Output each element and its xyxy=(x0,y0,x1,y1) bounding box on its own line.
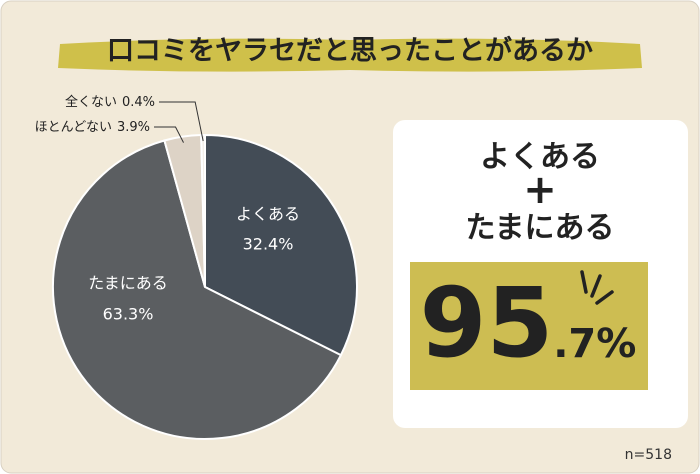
slice-label: たまにある xyxy=(88,274,168,293)
slice-value: 32.4% xyxy=(243,235,294,254)
pie-slice xyxy=(204,133,358,357)
outside-label: 全くない 0.4% xyxy=(65,94,155,110)
callout-line1: よくある xyxy=(480,140,600,175)
title-highlight xyxy=(58,38,642,72)
pie-slice xyxy=(52,139,343,440)
value-label: 3.9% xyxy=(117,120,150,135)
value-label: 0.4% xyxy=(122,95,155,110)
leader-line xyxy=(159,101,204,142)
burst xyxy=(580,270,614,305)
category-name: 全くない xyxy=(65,94,117,110)
total-box xyxy=(410,262,648,390)
outside-label: ほとんどない 3.9% xyxy=(35,120,150,135)
total-value: 95.7% xyxy=(420,267,637,379)
sample-size: n=518 xyxy=(625,447,672,463)
callout-plus: + xyxy=(523,167,557,213)
slice-value: 63.3% xyxy=(103,305,154,324)
callout-line2: たまにある xyxy=(465,211,614,246)
slice-label: よくある xyxy=(236,205,300,224)
pie-slice xyxy=(200,133,206,288)
title: 口コミをヤラセだと思ったことがあるか xyxy=(107,35,593,67)
category-name: ほとんどない xyxy=(35,120,112,135)
leader-line xyxy=(154,126,184,143)
pie: よくある 32.4% たまにある 63.3% ほとんどない 3.9%全くない 0.4% xyxy=(35,94,358,440)
